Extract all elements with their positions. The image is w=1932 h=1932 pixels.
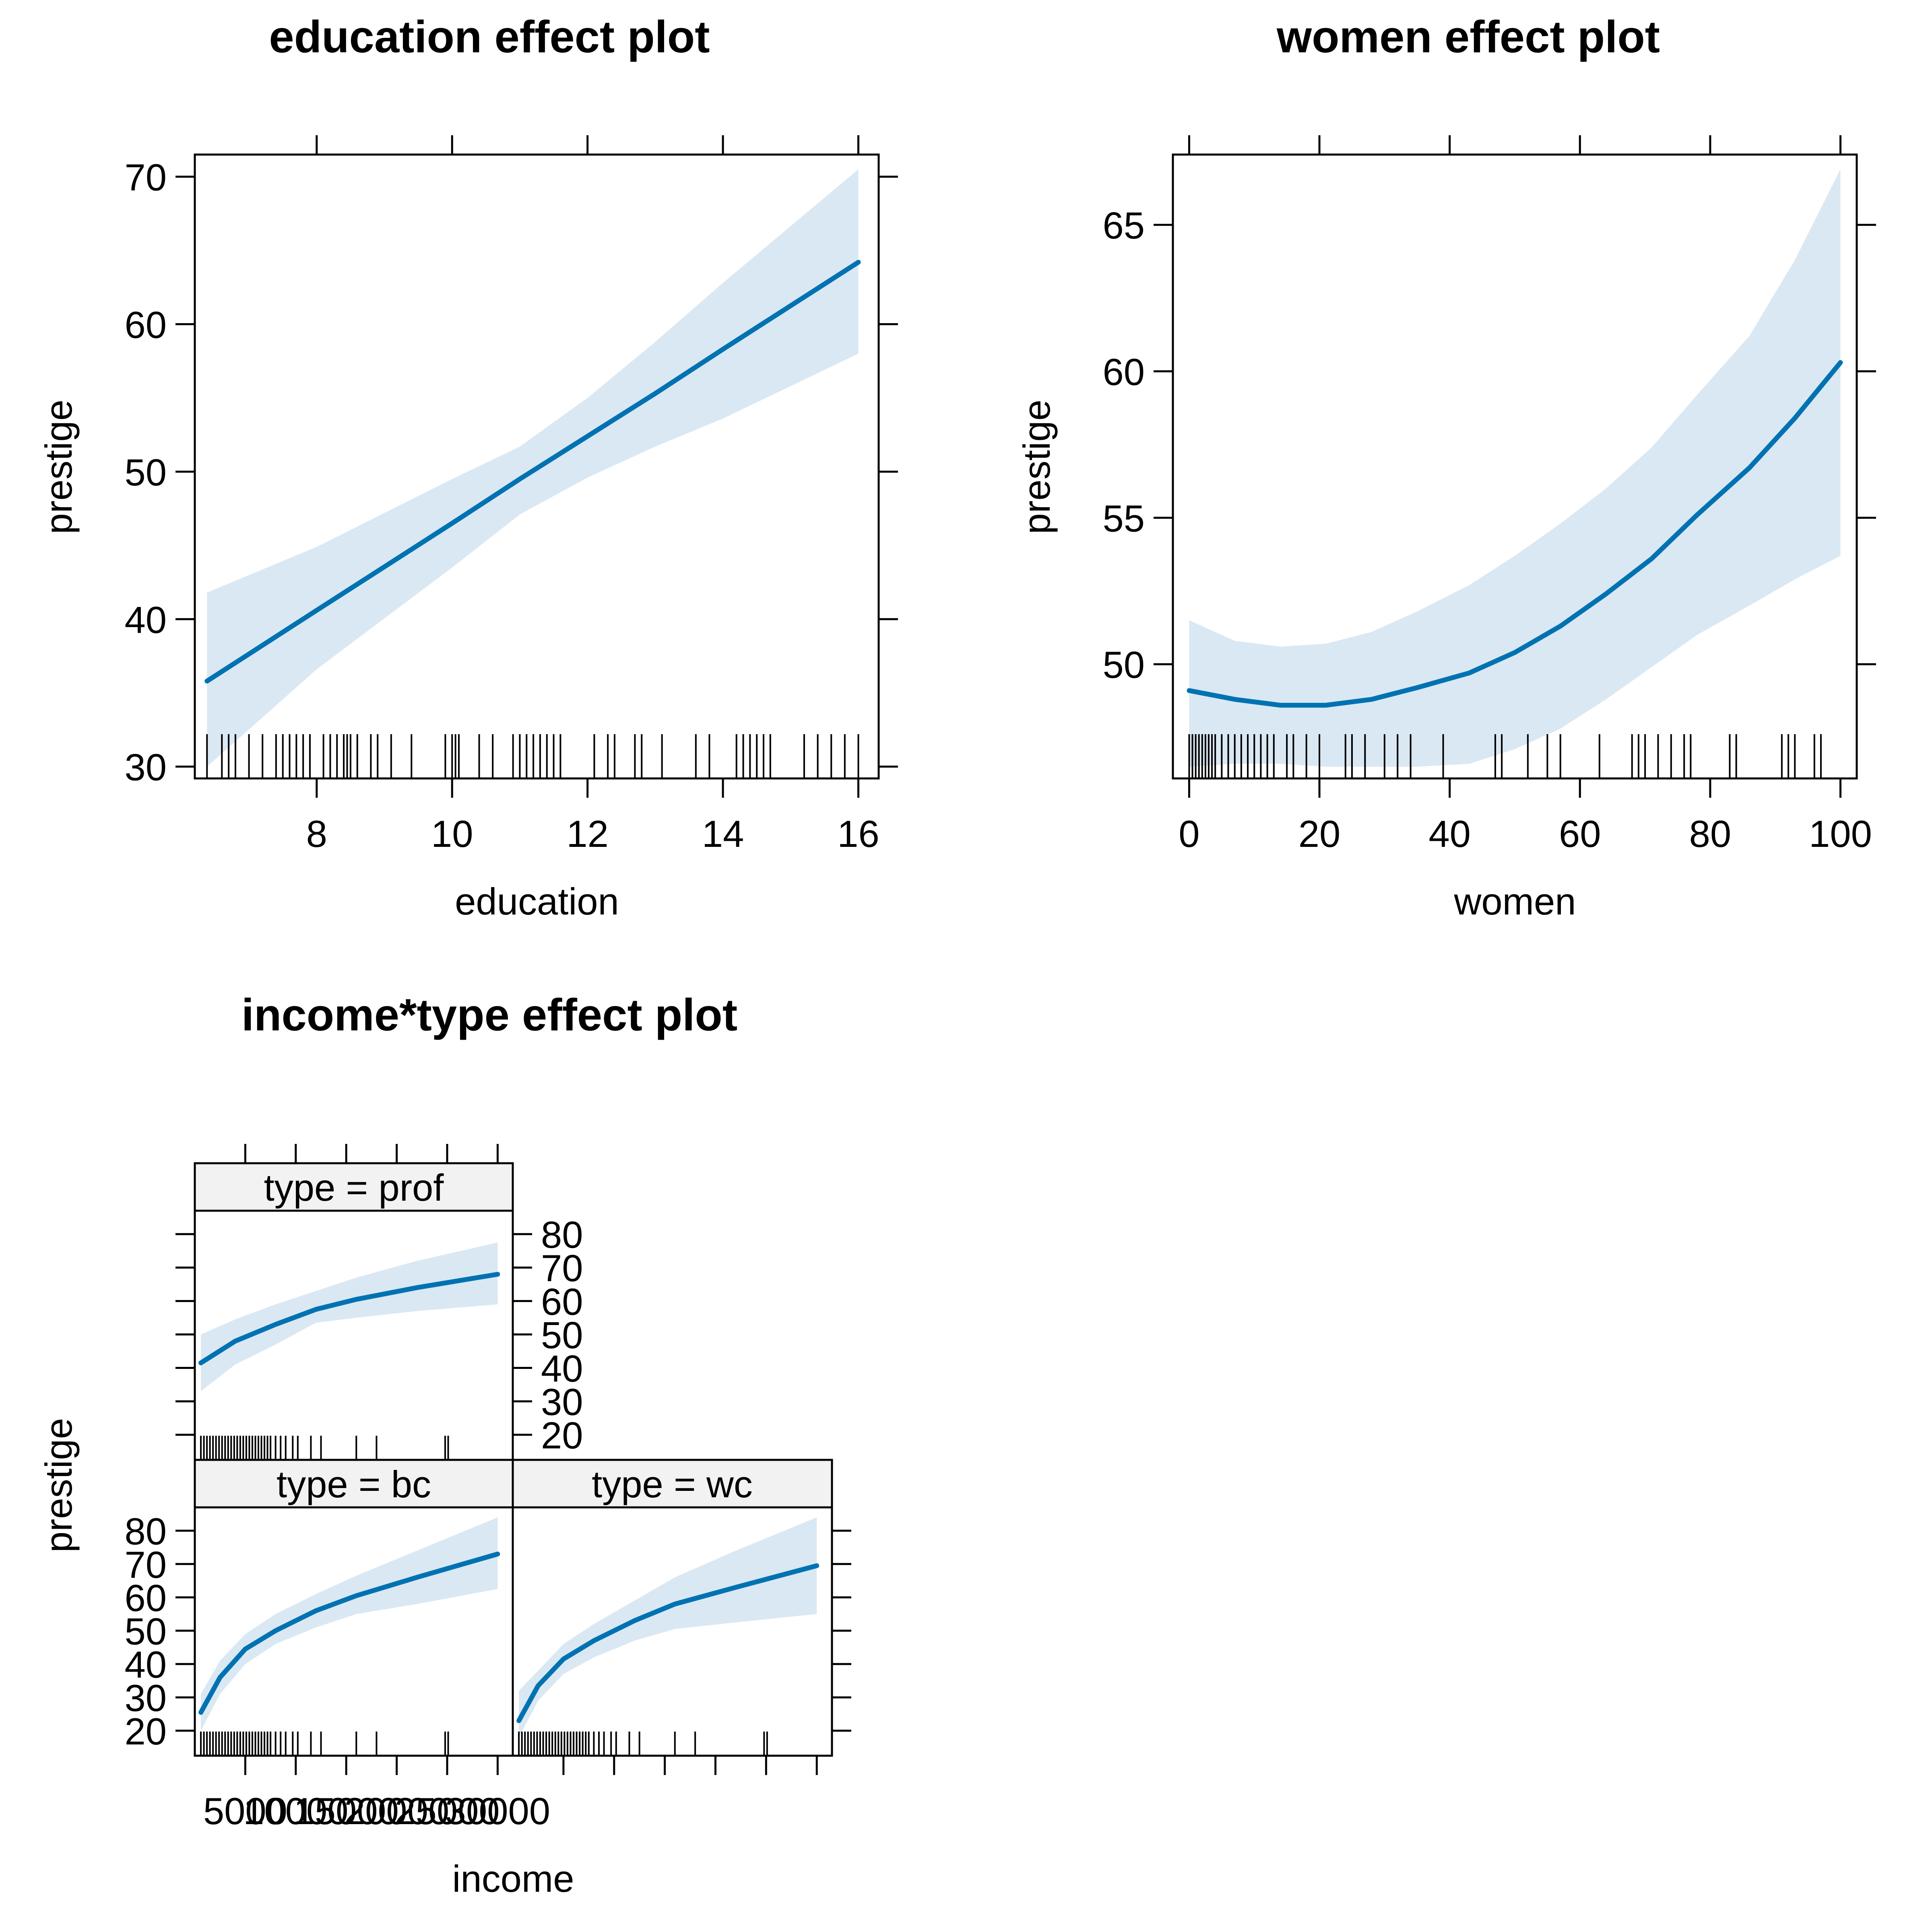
wc-fit-line — [516, 1563, 819, 1724]
education-xtick-label: 14 — [702, 813, 744, 855]
strip-bc — [194, 1459, 514, 1509]
bc-ytick-label: 30 — [124, 1677, 167, 1719]
income-type-plot-title: income*type effect plot — [242, 990, 737, 1040]
education-ytick-label: 30 — [124, 746, 167, 788]
bc-ytick-label: 50 — [124, 1610, 167, 1652]
bc-confidence-band — [201, 1517, 498, 1731]
women-xlabel: women — [1453, 880, 1576, 923]
women-xtick-label: 40 — [1428, 813, 1471, 855]
bc-xtick-label: 5000 — [203, 1790, 287, 1832]
income-ylabel: prestige — [37, 1418, 80, 1552]
prof-ytick-label: 40 — [541, 1348, 583, 1390]
women-xtick-label: 100 — [1809, 813, 1872, 855]
women-ytick-label: 65 — [1102, 204, 1145, 247]
bc-xtick-label: 15000 — [293, 1790, 398, 1832]
strip-label-bc: type = bc — [277, 1463, 431, 1505]
education-xtick-label: 10 — [431, 813, 473, 855]
education-plot-title: education effect plot — [269, 12, 710, 62]
women-fit-line — [1187, 360, 1843, 708]
bc-ytick-label: 80 — [124, 1510, 167, 1552]
strip-prof — [194, 1162, 514, 1212]
strip-label-prof: type = prof — [264, 1166, 444, 1209]
bc-fit-line — [198, 1551, 500, 1715]
education-ylabel: prestige — [37, 400, 80, 534]
strip-label-wc: type = wc — [592, 1463, 753, 1505]
bc-xtick-label: 25000 — [394, 1790, 500, 1832]
prof-ytick-label: 20 — [541, 1414, 583, 1457]
women-ytick-label: 60 — [1102, 351, 1145, 393]
education-confidence-band — [207, 169, 859, 767]
prof-confidence-band — [201, 1242, 498, 1391]
women-ytick-label: 50 — [1102, 644, 1145, 686]
women-ylabel: prestige — [1016, 400, 1058, 534]
bc-ytick-label: 60 — [124, 1577, 167, 1619]
prof-ytick-label: 80 — [541, 1214, 583, 1256]
women-plot-title: women effect plot — [1276, 12, 1660, 62]
bc-ytick-label: 40 — [124, 1643, 167, 1686]
prof-ytick-label: 60 — [541, 1280, 583, 1323]
women-ytick-label: 55 — [1102, 497, 1145, 539]
bc-xtick-label: 10000 — [243, 1790, 348, 1832]
education-ytick-label: 50 — [124, 451, 167, 493]
bc-ytick-label: 20 — [124, 1710, 167, 1752]
prof-ytick-label: 70 — [541, 1247, 583, 1289]
women-xtick-label: 80 — [1689, 813, 1732, 855]
education-ytick-label: 40 — [124, 599, 167, 641]
bc-ytick-label: 70 — [124, 1544, 167, 1586]
education-ytick-label: 70 — [124, 156, 167, 198]
education-xlabel: education — [455, 880, 619, 923]
education-panel-frame — [194, 153, 880, 780]
bc-xtick-label: 30000 — [445, 1790, 550, 1832]
women-xtick-label: 0 — [1179, 813, 1199, 855]
prof-ytick-label: 50 — [541, 1314, 583, 1356]
women-xtick-label: 60 — [1559, 813, 1601, 855]
women-confidence-band — [1189, 169, 1841, 767]
prof-ytick-label: 30 — [541, 1381, 583, 1423]
education-ytick-label: 60 — [124, 303, 167, 346]
prof-fit-line — [198, 1271, 500, 1366]
education-xtick-label: 8 — [306, 813, 327, 855]
women-xtick-label: 20 — [1298, 813, 1341, 855]
education-fit-line — [204, 260, 861, 684]
wc-confidence-band — [519, 1517, 817, 1738]
education-xtick-label: 12 — [566, 813, 609, 855]
education-xtick-label: 16 — [837, 813, 879, 855]
women-panel-frame — [1172, 153, 1858, 780]
bc-xtick-label: 20000 — [344, 1790, 449, 1832]
income-xlabel: income — [452, 1858, 574, 1900]
